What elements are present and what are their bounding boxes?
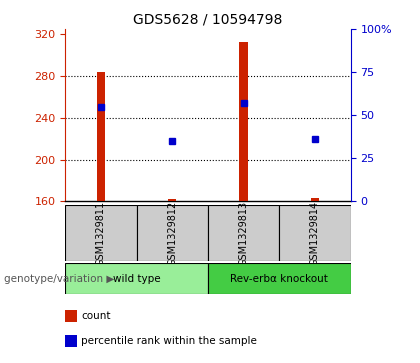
Bar [311,198,319,201]
Bar [239,42,248,201]
Bar [208,205,279,261]
Text: GSM1329813: GSM1329813 [239,201,249,266]
Text: GSM1329814: GSM1329814 [310,201,320,266]
Bar [136,205,208,261]
Text: GSM1329811: GSM1329811 [96,201,106,266]
Bar [65,205,136,261]
Text: GSM1329812: GSM1329812 [167,201,177,266]
Bar [208,263,351,294]
Text: wild type: wild type [113,274,160,284]
Bar [279,205,351,261]
Bar [65,263,208,294]
Text: percentile rank within the sample: percentile rank within the sample [81,336,257,346]
Bar [168,199,176,201]
Bar [97,72,105,201]
Title: GDS5628 / 10594798: GDS5628 / 10594798 [133,12,283,26]
Text: count: count [81,311,110,321]
Text: Rev-erbα knockout: Rev-erbα knockout [230,274,328,284]
Text: genotype/variation ▶: genotype/variation ▶ [4,274,115,284]
